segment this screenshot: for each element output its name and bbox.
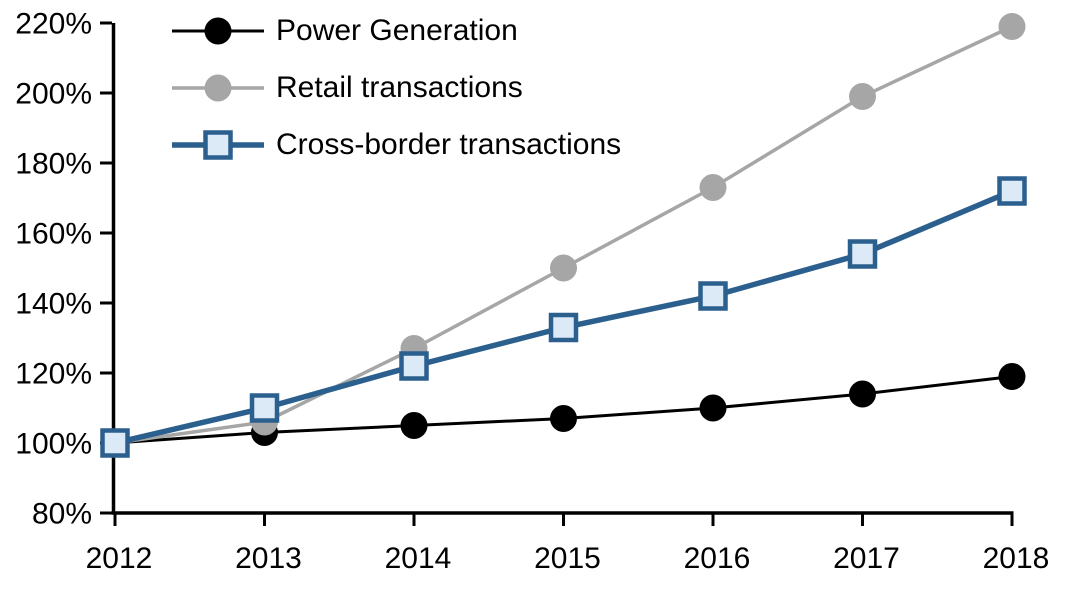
data-point-marker [249,393,280,423]
data-point-marker [847,239,878,269]
data-point-marker [998,13,1026,40]
cross-border-transactions-line-marker-icon [172,129,264,160]
x-axis-tick-label: 2017 [833,542,900,575]
x-axis-tick-label: 2014 [385,542,452,575]
data-point-marker [548,312,579,343]
data-point-marker [849,83,876,110]
data-point-marker [998,363,1026,390]
series-0 [101,363,1026,457]
data-point-marker [849,380,876,408]
x-axis-tick-label: 2016 [684,542,751,575]
y-axis-tick-label: 140% [15,288,92,321]
legend-item-retail-transactions: Retail transactions [172,59,621,116]
data-point-marker [550,405,577,432]
y-axis-tick-label: 220% [15,8,92,41]
data-point-marker [204,74,232,101]
y-axis-tick-label: 180% [15,148,92,181]
x-axis-tick-label: 2015 [534,542,601,575]
data-point-marker [550,254,577,282]
data-point-marker [699,394,727,422]
x-axis-tick-label: 2012 [86,542,153,575]
legend-item-power-generation: Power Generation [172,2,621,59]
y-axis-tick-label: 120% [15,358,92,391]
x-axis-tick-label: 2013 [235,542,302,575]
retail-transactions-line-marker-icon [172,74,264,101]
legend-label-power-generation: Power Generation [276,13,518,47]
y-axis-tick-label: 100% [15,428,92,461]
legend-label-retail-transactions: Retail transactions [276,70,523,104]
y-axis-tick-label: 80% [32,498,92,531]
x-axis-tick-label: 2018 [983,542,1050,575]
data-point-marker [203,129,233,160]
series-2 [100,176,1027,458]
data-point-marker [204,17,232,44]
data-point-marker [698,281,728,311]
legend-item-cross-border-transactions: Cross-border transactions [172,116,621,173]
data-point-marker [400,412,428,439]
legend: Power Generation Retail transactions Cro… [172,2,621,173]
y-axis-tick-label: 200% [15,78,92,111]
power-generation-line-marker-icon [172,17,264,44]
y-axis-tick-label: 160% [15,218,92,251]
data-point-marker [399,351,429,381]
data-point-marker [699,174,727,201]
legend-label-cross-border-transactions: Cross-border transactions [276,127,622,161]
data-point-marker [100,428,130,458]
data-point-marker [997,176,1027,206]
